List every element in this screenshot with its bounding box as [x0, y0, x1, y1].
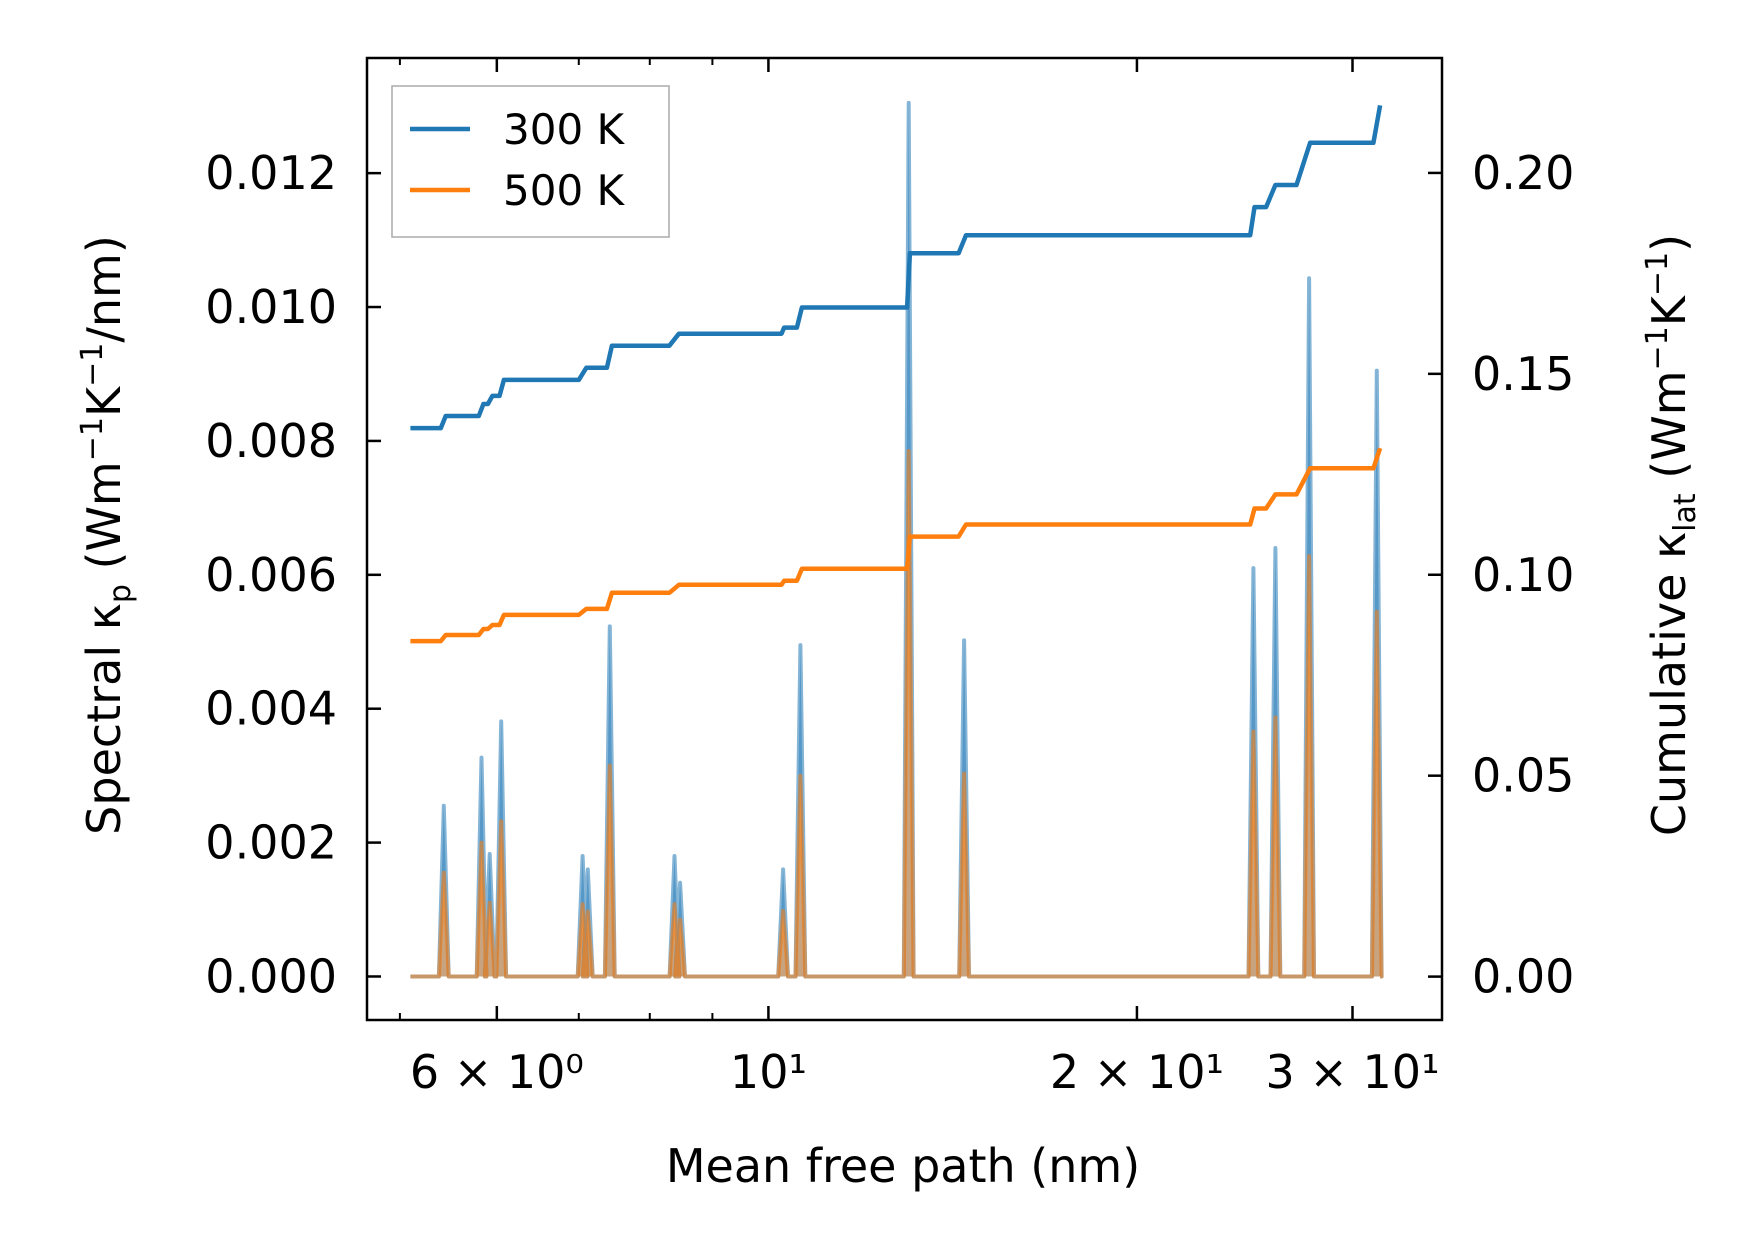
x-tick-label-2: 2 × 10¹: [1050, 1045, 1224, 1099]
left-tick-label-5: 0.010: [205, 280, 337, 334]
left-axis-title-sup1: −1: [75, 417, 110, 461]
left-axis-title: Spectral κp (Wm−1K−1/nm): [75, 235, 138, 835]
left-axis-title-main: Spectral κ: [77, 603, 131, 835]
right-axis-title-end: ): [1642, 234, 1696, 252]
right-axis-title-main: Cumulative κ: [1642, 532, 1696, 836]
legend-label-500k: 500 K: [503, 166, 626, 215]
x-tick-label-3: 3 × 10¹: [1265, 1045, 1439, 1099]
left-axis-title-sub: p: [103, 584, 138, 603]
x-tick-label-1: 10¹: [730, 1045, 807, 1099]
right-axis-title: Cumulative κlat (Wm−1K−1): [1640, 234, 1703, 836]
left-tick-label-3: 0.006: [205, 548, 337, 602]
right-tick-label-1: 0.05: [1472, 749, 1574, 803]
legend-frame: [391, 85, 670, 238]
plot-frame: [365, 56, 1444, 1022]
right-tick-label-4: 0.20: [1472, 146, 1574, 200]
plot-area: [410, 100, 1384, 979]
left-axis-title-units: (Wm: [77, 461, 131, 584]
left-axis-title-units-k: K: [77, 385, 131, 417]
left-tick-label-6: 0.012: [205, 146, 337, 200]
right-tick-label-2: 0.10: [1472, 548, 1574, 602]
right-axis-title-units: (Wm: [1642, 370, 1696, 493]
right-axis-title-sub: lat: [1668, 493, 1703, 532]
left-tick-label-4: 0.008: [205, 414, 337, 468]
right-axis-title-units-k: K: [1642, 294, 1696, 326]
x-tick-label-0: 6 × 10⁰: [410, 1045, 584, 1099]
left-tick-label-0: 0.000: [205, 949, 337, 1003]
right-axis-title-sup2: −1: [1640, 252, 1675, 296]
right-tick-label-0: 0.00: [1472, 950, 1574, 1004]
cumulative-line-300k: [410, 105, 1383, 431]
left-tick-label-1: 0.002: [205, 816, 337, 870]
left-tick-label-2: 0.004: [205, 682, 337, 736]
right-axis-title-sup1: −1: [1640, 326, 1675, 370]
left-axis-title-sup2: −1: [75, 343, 110, 387]
x-axis-title: Mean free path (nm): [666, 1139, 1140, 1193]
tick-labels: 6 × 10⁰ 10¹ 2 × 10¹ 3 × 10¹ 0.000 0.002 0.004 0…: [205, 146, 1574, 1099]
cumulative-line-500k: [410, 447, 1383, 644]
legend: 300 K 500 K: [391, 85, 670, 238]
left-axis-title-end: /nm): [77, 235, 131, 342]
legend-label-300k: 300 K: [503, 105, 626, 154]
right-tick-label-3: 0.15: [1472, 347, 1574, 401]
